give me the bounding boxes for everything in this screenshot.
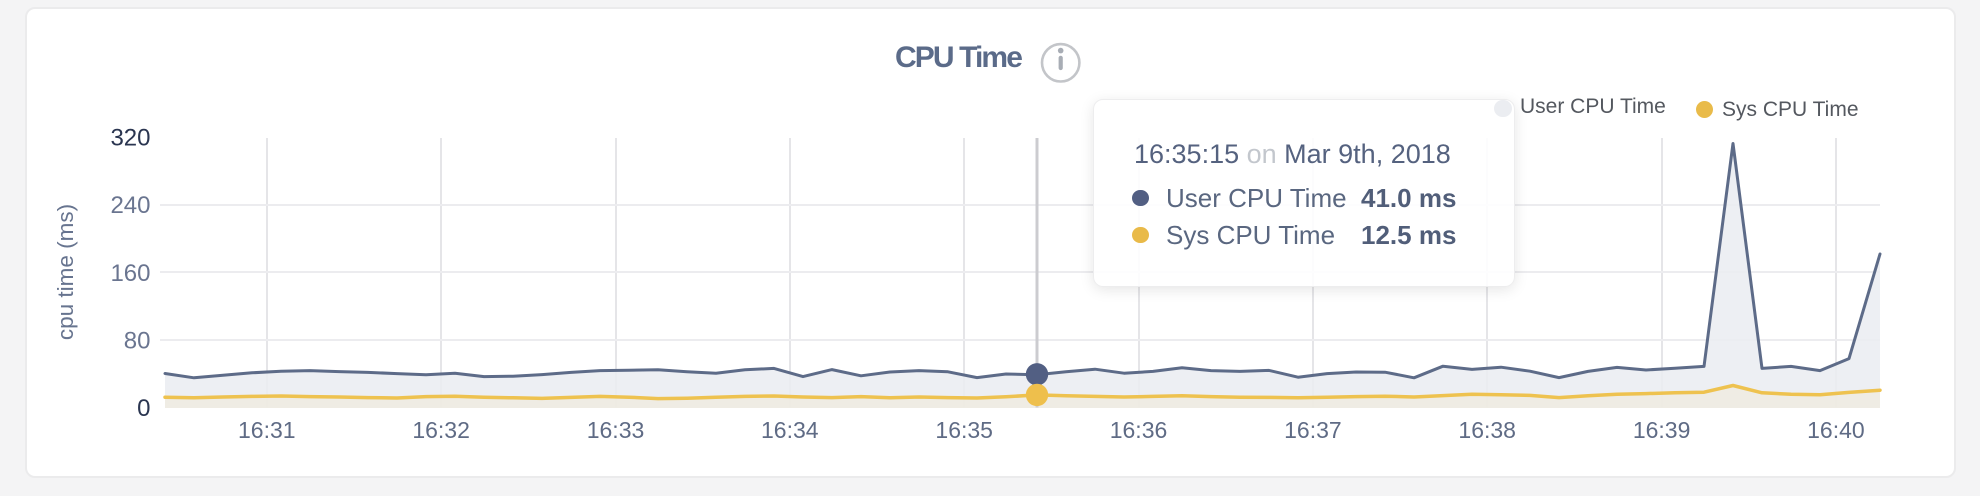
svg-text:16:32: 16:32 <box>412 417 470 443</box>
svg-text:16:39: 16:39 <box>1633 417 1691 443</box>
svg-text:16:31: 16:31 <box>238 417 296 443</box>
svg-text:16:35: 16:35 <box>935 417 993 443</box>
svg-text:cpu time (ms): cpu time (ms) <box>53 204 78 340</box>
svg-text:0: 0 <box>137 395 150 422</box>
svg-text:16:37: 16:37 <box>1284 417 1342 443</box>
svg-text:16:36: 16:36 <box>1110 417 1168 443</box>
svg-text:16:34: 16:34 <box>761 417 819 443</box>
svg-text:320: 320 <box>110 125 150 152</box>
svg-text:80: 80 <box>124 328 151 355</box>
svg-text:16:40: 16:40 <box>1807 417 1865 443</box>
svg-text:240: 240 <box>110 192 150 219</box>
svg-text:16:38: 16:38 <box>1458 417 1516 443</box>
svg-text:160: 160 <box>110 260 150 287</box>
svg-text:16:33: 16:33 <box>587 417 645 443</box>
